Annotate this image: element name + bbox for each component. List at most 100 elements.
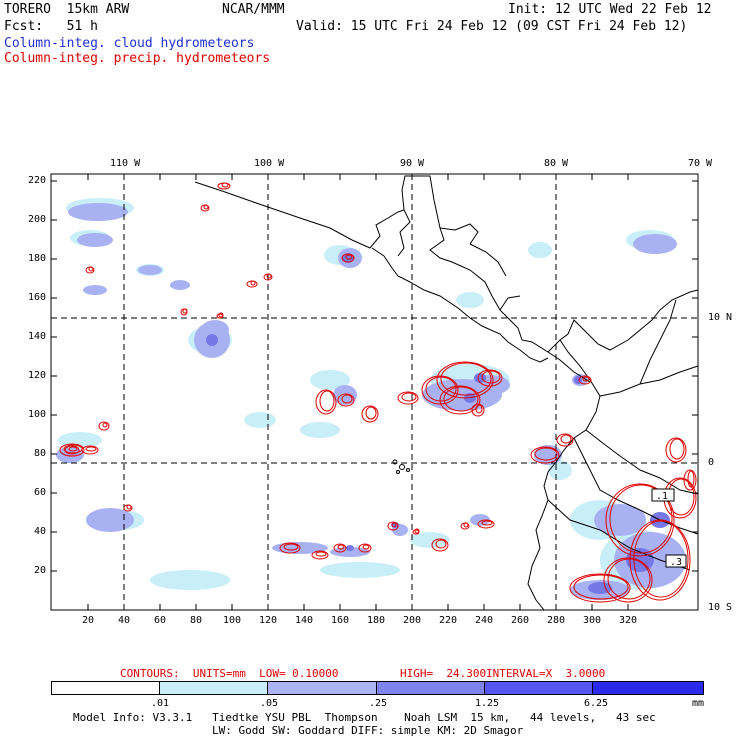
- y-tick-label: 180: [28, 253, 47, 264]
- lat-label: 0: [708, 457, 715, 468]
- contour-box-label: [665, 554, 687, 568]
- lat-label: 10 N: [708, 312, 733, 323]
- cloud-mid-region: [68, 203, 128, 221]
- cloud-mid-region: [470, 514, 490, 526]
- precip-contour: [607, 558, 651, 600]
- precip-contour: [471, 403, 485, 417]
- colorbar-label: 6.25: [584, 698, 609, 709]
- y-tick-label: 140: [28, 331, 47, 342]
- precip-contour: [387, 521, 399, 531]
- precip-contour: [345, 254, 353, 260]
- x-tick-label: 40: [118, 615, 131, 626]
- contour-box-label: [651, 488, 675, 502]
- cloud-light-region: [410, 532, 450, 548]
- cloud-light-region: [310, 370, 350, 390]
- graticule: [51, 174, 698, 610]
- contour-box-text: .1: [656, 491, 668, 502]
- precip-contour: [266, 273, 272, 279]
- y-tick-label: 200: [28, 214, 47, 225]
- precip-contour: [358, 543, 372, 553]
- precip-contour: [421, 375, 459, 405]
- model-physics: LW: Godd SW: Goddard DIFF: simple KM: 2D…: [212, 724, 524, 737]
- contour-box-text: .3: [670, 557, 682, 568]
- precip-contours: [59, 182, 697, 603]
- precip-contour: [440, 362, 492, 396]
- precip-contour: [401, 392, 417, 402]
- contour-units: CONTOURS: UNITS=mm LOW= 0.10000: [120, 667, 339, 680]
- cloud-dark-region: [206, 334, 218, 346]
- y-tick-label: 80: [34, 448, 47, 459]
- colorbar-segment: [52, 682, 160, 694]
- lon-label: 90 W: [400, 158, 425, 169]
- cloud-mid-region: [138, 265, 162, 275]
- colorbar-segment: [483, 682, 592, 694]
- precip-contour: [609, 484, 673, 554]
- y-tick-label: 120: [28, 370, 47, 381]
- precip-contour: [578, 375, 592, 385]
- x-tick-label: 300: [583, 615, 602, 626]
- x-tick-label: 180: [367, 615, 386, 626]
- colorbar-label: 1.25: [475, 698, 500, 709]
- y-tick-label: 220: [28, 175, 47, 186]
- precip-contour: [481, 370, 501, 384]
- y-tick-label: 40: [34, 526, 47, 537]
- precip-contour: [85, 446, 97, 452]
- precip-contour: [221, 182, 229, 188]
- precip-contour: [439, 385, 481, 415]
- precip-contour: [477, 519, 495, 529]
- precip-contour: [687, 470, 695, 488]
- cloud-mid-region: [86, 508, 134, 532]
- cloud-dark-region: [588, 582, 612, 594]
- precip-contour: [569, 573, 631, 603]
- cloud-light-region: [320, 562, 400, 578]
- precip-contour: [443, 386, 479, 412]
- x-tick-label: 60: [154, 615, 167, 626]
- precip-contour: [605, 483, 675, 557]
- valid-time: Valid: 15 UTC Fri 24 Feb 12 (09 CST Fri …: [296, 19, 688, 34]
- model-title: TORERO 15km ARW: [4, 2, 130, 17]
- cloud-mid-region: [83, 285, 107, 295]
- colorbar-label: .01: [151, 698, 170, 709]
- y-tick-label: 100: [28, 409, 47, 420]
- precip-contour: [98, 421, 110, 431]
- init-time: Init: 12 UTC Wed 22 Feb 12: [508, 2, 712, 17]
- precip-contour: [629, 519, 691, 601]
- forecast-hour: Fcst: 51 h: [4, 19, 98, 34]
- precip-contour: [279, 542, 301, 554]
- cloud-dark-region: [346, 545, 354, 551]
- cloud-light-region: [244, 412, 276, 428]
- precip-contour: [59, 443, 85, 457]
- cloud-mid-region: [633, 234, 677, 254]
- contour-interval: INTERVAL=X 3.0000: [486, 667, 606, 680]
- x-tick-label: 80: [190, 615, 203, 626]
- y-tick-label: 60: [34, 487, 47, 498]
- precip-contour: [669, 438, 685, 460]
- precip-contour: [475, 404, 483, 414]
- contour-high: HIGH= 24.300: [400, 667, 487, 680]
- colorbar: [51, 681, 704, 695]
- lon-label: 110 W: [110, 158, 141, 169]
- precip-contour: [582, 376, 590, 382]
- cloud-dark-regions: [206, 253, 670, 594]
- y-tick-label: 20: [34, 565, 47, 576]
- colorbar-unit: mm: [692, 698, 705, 709]
- x-tick-label: 160: [331, 615, 350, 626]
- precip-contour: [319, 390, 335, 412]
- x-tick-label: 120: [259, 615, 278, 626]
- precip-contour: [414, 528, 420, 534]
- precip-contour: [315, 551, 327, 557]
- map-frame: [50, 173, 699, 611]
- precip-contour: [102, 422, 108, 428]
- model-info: Model Info: V3.3.1 Tiedtke YSU PBL Thomp…: [73, 711, 656, 724]
- precip-contour: [391, 522, 397, 528]
- precip-contour: [556, 433, 574, 447]
- x-tick-label: 20: [82, 615, 95, 626]
- precip-contour: [463, 522, 469, 528]
- precip-contour: [283, 543, 299, 551]
- precip-contour: [315, 389, 337, 415]
- precip-contour: [341, 394, 353, 404]
- precip-contour: [665, 437, 687, 463]
- precip-contour: [182, 308, 188, 314]
- colorbar-label: .25: [369, 698, 388, 709]
